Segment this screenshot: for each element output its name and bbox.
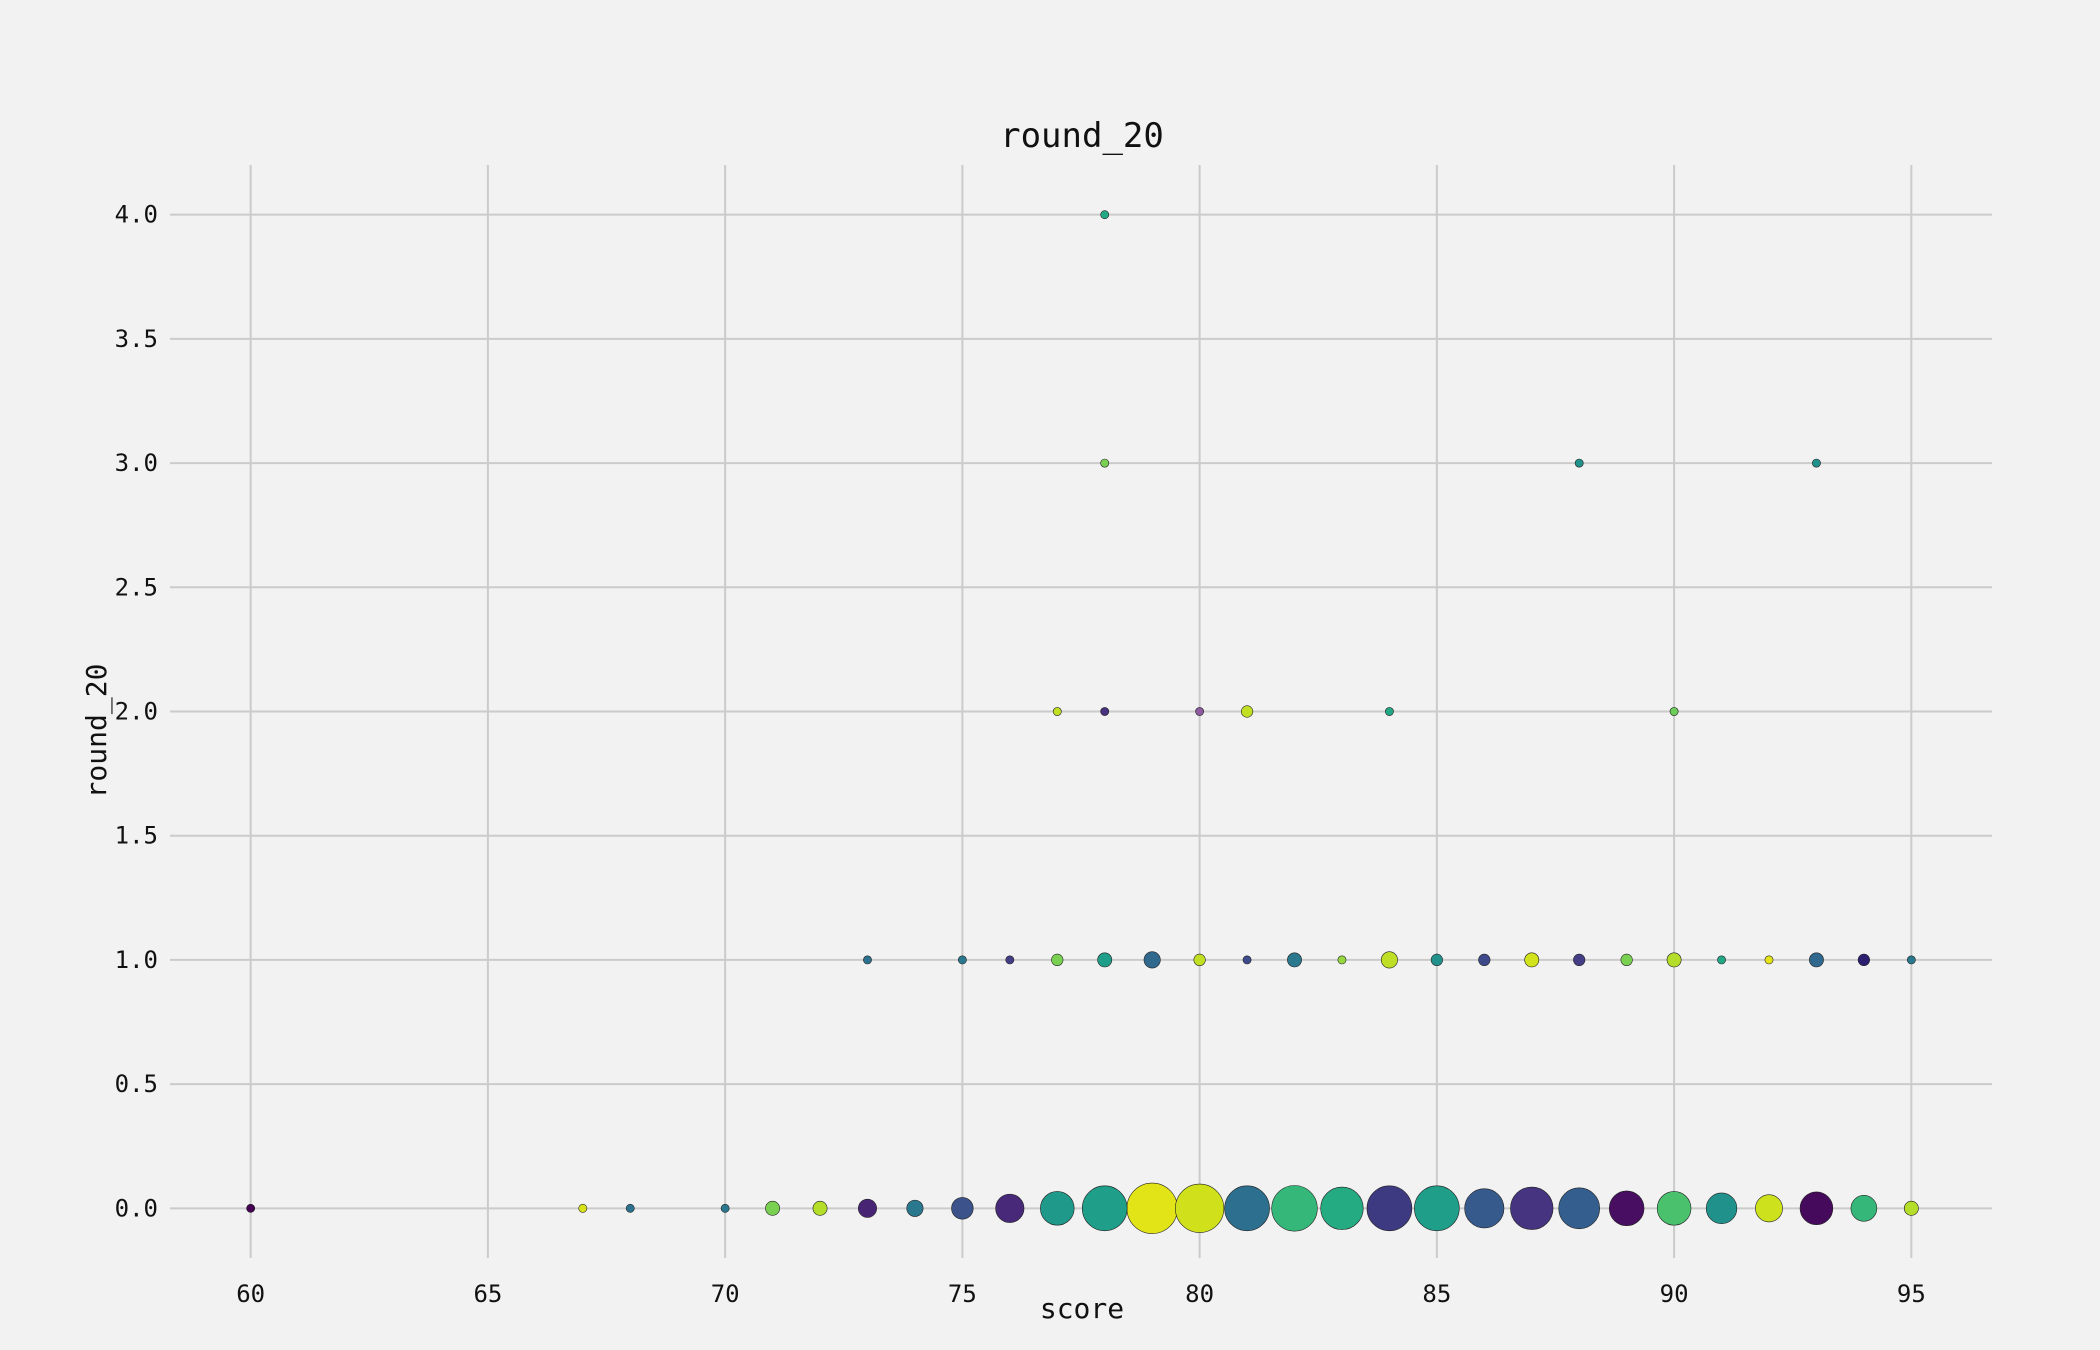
y-tick-label: 1.5: [115, 822, 158, 850]
x-tick-label: 95: [1897, 1280, 1926, 1308]
x-axis-label: score: [1040, 1292, 1124, 1325]
chart-title: round_20: [1000, 116, 1164, 156]
scatter-point: [863, 955, 872, 965]
scatter-point: [1385, 707, 1394, 716]
scatter-point: [995, 1193, 1025, 1223]
scatter-point: [858, 1198, 877, 1218]
scatter-point: [1620, 953, 1633, 967]
scatter-point: [578, 1203, 588, 1213]
data-points: [246, 210, 1919, 1234]
scatter-point: [1799, 1191, 1834, 1226]
x-tick-label: 65: [473, 1280, 502, 1308]
scatter-point: [1005, 955, 1015, 965]
x-tick-label: 85: [1422, 1280, 1451, 1308]
scatter-point: [1764, 955, 1774, 965]
scatter-point: [1195, 707, 1205, 716]
scatter-point: [906, 1199, 924, 1217]
scatter-point: [1051, 953, 1064, 967]
scatter-point: [1143, 951, 1161, 969]
y-tick-label: 1.0: [115, 946, 158, 974]
scatter-point: [1287, 952, 1302, 968]
scatter-point: [1558, 1187, 1601, 1230]
scatter-point: [1224, 1185, 1270, 1232]
scatter-point: [1478, 953, 1491, 967]
x-tick-label: 75: [948, 1280, 977, 1308]
scatter-point: [1857, 953, 1870, 967]
scatter-point: [625, 1203, 635, 1213]
scatter-point: [1669, 707, 1679, 716]
scatter-point: [1100, 707, 1110, 716]
scatter-point: [1320, 1186, 1364, 1230]
scatter-point: [1414, 1185, 1460, 1232]
scatter-point: [1573, 953, 1586, 967]
scatter-point: [1510, 1186, 1554, 1230]
scatter-point: [246, 1203, 256, 1213]
y-axis-label: round_20: [80, 664, 114, 799]
y-tick-label: 0.0: [115, 1194, 158, 1222]
scatter-point: [1126, 1182, 1178, 1234]
y-tick-label: 0.5: [115, 1070, 158, 1098]
scatter-point: [1574, 458, 1584, 468]
scatter-point: [1081, 1185, 1128, 1232]
x-tick-label: 70: [711, 1280, 740, 1308]
scatter-point: [1040, 1191, 1075, 1226]
scatter-point: [1052, 707, 1062, 716]
scatter-point: [1524, 952, 1540, 968]
scatter-point: [720, 1203, 730, 1213]
y-tick-label: 3.0: [115, 449, 158, 477]
scatter-point: [1175, 1183, 1225, 1233]
scatter-point: [1366, 1185, 1413, 1232]
y-tick-label: 2.5: [115, 573, 158, 601]
scatter-point: [1705, 1192, 1738, 1224]
scatter-point: [812, 1200, 828, 1216]
scatter-point: [1464, 1188, 1505, 1229]
y-tick-label: 3.5: [115, 325, 158, 353]
x-tick-label: 90: [1660, 1280, 1689, 1308]
scatter-point: [1430, 953, 1443, 967]
x-tick-label: 60: [236, 1280, 265, 1308]
scatter-point: [1242, 955, 1252, 965]
grid: [170, 165, 1992, 1258]
y-tick-label: 4.0: [115, 201, 158, 229]
scatter-point: [1850, 1195, 1878, 1222]
scatter-point: [1608, 1190, 1645, 1227]
x-tick-label: 80: [1185, 1280, 1214, 1308]
scatter-point: [1380, 951, 1398, 969]
scatter-point: [1100, 458, 1110, 468]
scatter-point: [1656, 1191, 1692, 1226]
y-tick-label: 2.0: [115, 698, 158, 726]
scatter-point: [1193, 953, 1206, 967]
scatter-point: [1906, 955, 1916, 965]
scatter-point: [1812, 458, 1821, 468]
scatter-point: [1271, 1185, 1318, 1232]
scatter-point: [957, 955, 967, 965]
scatter-point: [765, 1200, 780, 1216]
scatter-point: [1337, 955, 1347, 965]
tick-labels: 60 65 70 75 80 85 90 95 0.0 0.5 1.0 1.5 2.0 2.5 3.0 3.5…: [115, 201, 1926, 1308]
scatter-point: [1240, 705, 1254, 718]
scatter-point: [951, 1197, 974, 1220]
scatter-point: [1755, 1194, 1783, 1223]
scatter-point: [1903, 1200, 1919, 1216]
scatter-point: [1809, 952, 1824, 968]
scatter-point: [1666, 952, 1682, 968]
scatter-point: [1097, 952, 1113, 968]
scatter-point: [1717, 955, 1726, 965]
scatter-point: [1100, 210, 1110, 220]
